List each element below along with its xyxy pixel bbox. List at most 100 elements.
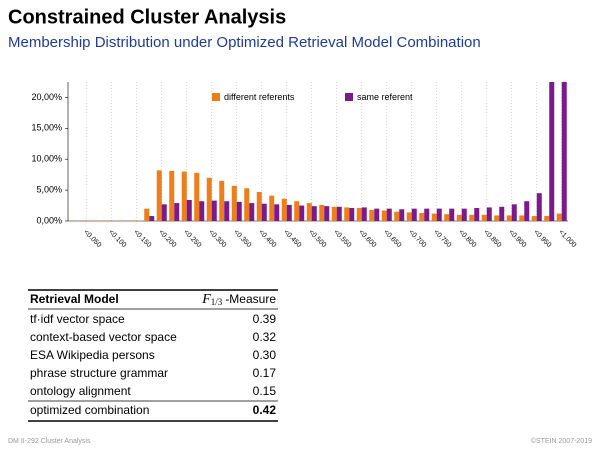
x-tick-label: <0.200 — [157, 229, 177, 249]
result-model: optimized combination — [30, 403, 149, 417]
bar — [306, 203, 312, 221]
bar — [299, 205, 305, 221]
x-tick-label: <0.550 — [332, 229, 352, 249]
bar — [474, 208, 480, 221]
measure-symbol: F — [201, 292, 211, 307]
row-value: 0.15 — [253, 384, 277, 398]
bar — [274, 204, 280, 221]
y-tick-label: 20,00% — [31, 92, 62, 102]
x-tick-label: <0.700 — [407, 229, 427, 249]
result-value: 0.42 — [253, 403, 277, 417]
bar — [481, 214, 487, 221]
bar — [199, 201, 205, 221]
bar — [281, 198, 287, 221]
bar — [536, 193, 542, 221]
x-tick-label: <0.100 — [107, 229, 127, 249]
bar — [374, 208, 380, 221]
slide-title: Constrained Cluster Analysis — [8, 6, 286, 28]
bar — [461, 208, 467, 221]
bar — [249, 203, 255, 221]
row-model: ontology alignment — [30, 384, 131, 398]
bar — [181, 171, 187, 221]
legend-label: same referent — [357, 92, 413, 102]
bar — [449, 208, 455, 221]
x-tick-label: <0.150 — [132, 229, 152, 249]
bar — [231, 185, 237, 221]
table-header: Retrieval Model — [30, 292, 119, 306]
x-tick-label: <0.050 — [82, 229, 102, 249]
row-model: tf·idf vector space — [30, 312, 125, 326]
row-value: 0.17 — [253, 366, 277, 380]
x-tick-label: <0.450 — [282, 229, 302, 249]
slide-subtitle: Membership Distribution under Optimized … — [8, 34, 481, 51]
bar — [411, 208, 417, 221]
x-tick-label: <0.250 — [182, 229, 202, 249]
row-value: 0.32 — [253, 330, 277, 344]
table: Retrieval Model F1/3 -Measure optimized c… — [28, 289, 278, 422]
bar — [431, 213, 437, 221]
bar — [236, 201, 242, 221]
bar — [156, 170, 162, 221]
bar — [436, 208, 442, 221]
bar — [144, 208, 150, 221]
bar — [319, 204, 325, 221]
bar — [506, 215, 512, 221]
legend-swatch — [345, 93, 353, 101]
bar — [194, 172, 200, 221]
bar — [556, 213, 562, 221]
bar — [149, 216, 155, 221]
y-tick-label: 10,00% — [31, 154, 62, 164]
row-value: 0.30 — [253, 348, 277, 362]
bar — [331, 206, 337, 221]
chart: <0.050 <0.100 <0.150 <0.200 <0.250 <0.300 <0.3… — [31, 82, 577, 249]
bar — [94, 220, 100, 221]
row-value: 0.39 — [253, 312, 277, 326]
bar — [531, 216, 537, 221]
y-tick-label: 5,00% — [36, 184, 62, 194]
row-model: ESA Wikipedia persons — [30, 348, 155, 362]
bar — [494, 215, 500, 221]
bar — [324, 206, 330, 221]
bar — [336, 206, 342, 221]
bar — [294, 201, 300, 221]
bar — [369, 209, 375, 221]
bar — [119, 220, 125, 221]
row-model: context-based vector space — [30, 330, 177, 344]
bar — [161, 204, 167, 221]
legend-swatch — [212, 93, 220, 101]
x-tick-label: <0.650 — [382, 229, 402, 249]
bar — [456, 214, 462, 221]
bar — [206, 177, 212, 221]
x-tick-label: <0.400 — [257, 229, 277, 249]
bar — [394, 211, 400, 221]
measure-subscript: 1/3 — [211, 297, 223, 307]
x-tick-label: <0.950 — [532, 229, 552, 249]
bar — [469, 214, 475, 221]
row-model: phrase structure grammar — [30, 366, 168, 380]
bar — [544, 216, 550, 221]
bar — [224, 201, 230, 221]
bar — [69, 220, 75, 221]
bar — [519, 215, 525, 221]
x-tick-label: <0.600 — [357, 229, 377, 249]
bar — [406, 212, 412, 221]
y-tick-label: 0,00% — [36, 215, 62, 225]
bar — [549, 82, 555, 221]
y-tick-label: 15,00% — [31, 123, 62, 133]
bar — [269, 195, 275, 221]
bar — [356, 208, 362, 221]
bar — [286, 204, 292, 221]
bar — [311, 206, 317, 221]
footer-right: ©STEIN 2007-2019 — [531, 437, 592, 445]
bar — [169, 170, 175, 221]
bar — [499, 206, 505, 221]
bar — [174, 203, 180, 221]
bar — [444, 214, 450, 221]
x-tick-label: <0.750 — [432, 229, 452, 249]
bar — [419, 212, 425, 221]
bar — [344, 207, 350, 221]
bar — [399, 209, 405, 221]
bar — [349, 208, 355, 221]
x-tick-label: <0.850 — [482, 229, 502, 249]
